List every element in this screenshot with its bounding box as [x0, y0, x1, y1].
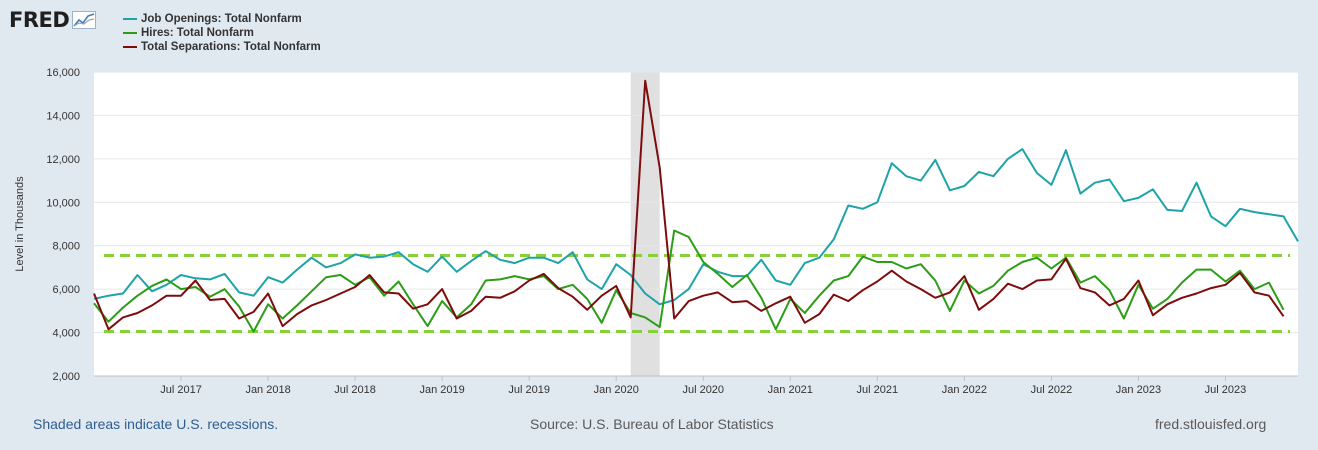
line-chart-icon	[72, 11, 97, 29]
x-tick-label: Jul 2019	[508, 384, 550, 396]
x-tick-label: Jul 2021	[857, 384, 899, 396]
x-tick-label: Jan 2021	[768, 384, 813, 396]
legend-swatch-hires	[123, 32, 137, 34]
y-tick-label: 10,000	[46, 197, 80, 209]
recession-note: Shaded areas indicate U.S. recessions.	[33, 416, 279, 432]
series-line-job-openings	[93, 148, 1299, 306]
legend-item-job-openings[interactable]: Job Openings: Total Nonfarm	[123, 12, 321, 26]
series-line-hires	[93, 229, 1285, 333]
y-axis-label: Level in Thousands	[14, 176, 26, 272]
fred-logo[interactable]: FRED	[9, 8, 97, 32]
legend-label-separations: Total Separations: Total Nonfarm	[141, 41, 321, 53]
x-tick-label: Jul 2023	[1205, 384, 1247, 396]
x-tick-label: Jul 2017	[160, 384, 202, 396]
fred-url[interactable]: fred.stlouisfed.org	[1155, 416, 1267, 432]
x-tick-label: Jan 2020	[594, 384, 639, 396]
legend-swatch-job-openings	[123, 18, 137, 20]
x-tick-label: Jul 2022	[1031, 384, 1073, 396]
legend-item-hires[interactable]: Hires: Total Nonfarm	[123, 26, 321, 40]
y-tick-label: 8,000	[52, 241, 80, 253]
series-line-separations	[93, 79, 1285, 331]
y-tick-label: 16,000	[46, 67, 80, 79]
brand-name: FRED	[9, 8, 70, 32]
y-tick-label: 2,000	[52, 371, 80, 383]
source-note: Source: U.S. Bureau of Labor Statistics	[530, 416, 774, 432]
x-tick-label: Jan 2023	[1116, 384, 1161, 396]
y-tick-label: 6,000	[52, 284, 80, 296]
x-tick-label: Jan 2019	[420, 384, 465, 396]
plot-area	[94, 72, 1298, 376]
legend-item-separations[interactable]: Total Separations: Total Nonfarm	[123, 40, 321, 54]
chart-legend: Job Openings: Total Nonfarm Hires: Total…	[123, 12, 321, 54]
y-tick-label: 14,000	[46, 110, 80, 122]
y-tick-label: 12,000	[46, 154, 80, 166]
legend-label-job-openings: Job Openings: Total Nonfarm	[141, 13, 302, 25]
legend-swatch-separations	[123, 46, 137, 48]
legend-label-hires: Hires: Total Nonfarm	[141, 27, 254, 39]
x-tick-label: Jul 2020	[682, 384, 724, 396]
x-tick-label: Jan 2022	[942, 384, 987, 396]
x-tick-label: Jan 2018	[245, 384, 290, 396]
line-chart: 2,000 4,000 6,000 8,000 10,000 12,000 14,000 16…	[14, 67, 1299, 396]
y-tick-label: 4,000	[52, 328, 80, 340]
x-tick-label: Jul 2018	[334, 384, 376, 396]
